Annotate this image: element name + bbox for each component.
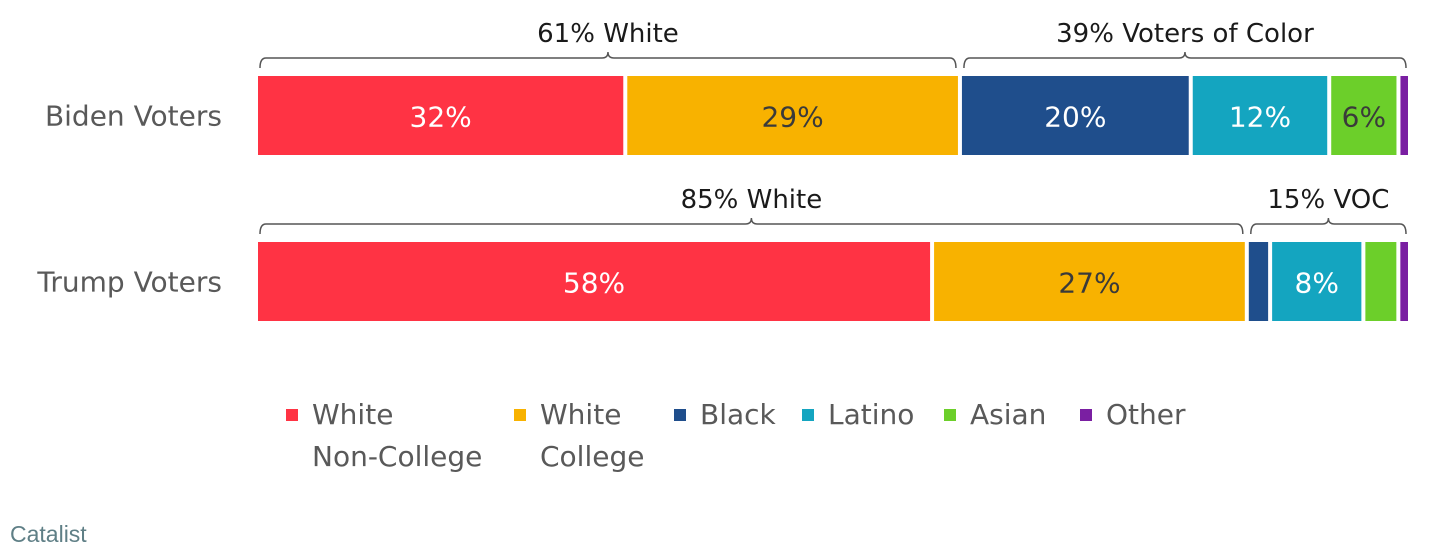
group-bracket: [259, 51, 957, 69]
data-label: 58%: [563, 267, 625, 300]
bar-segment: [1331, 76, 1397, 155]
legend-item: White Non-College: [286, 394, 514, 478]
bar-segment: [961, 76, 1189, 155]
legend-swatch: [514, 409, 526, 421]
legend-swatch: [1080, 409, 1092, 421]
legend-item: Latino: [802, 394, 944, 478]
legend-item: Black: [674, 394, 802, 478]
group-label: 85% White: [681, 185, 823, 215]
group-label: 39% Voters of Color: [1056, 19, 1314, 49]
bar-segment: [1365, 242, 1397, 321]
group-bracket: [1250, 217, 1407, 235]
data-label: 6%: [1342, 101, 1386, 134]
legend-swatch: [674, 409, 686, 421]
group-bracket: [963, 51, 1407, 69]
data-label: 27%: [1058, 267, 1120, 300]
bar-segment: [1400, 242, 1408, 321]
legend-item: Asian: [944, 394, 1080, 478]
bar-segment: [1400, 76, 1408, 155]
legend-label: Black: [700, 398, 776, 431]
row-label: Biden Voters: [45, 100, 222, 133]
legend-label: Latino: [828, 398, 915, 431]
bar-segment: [1248, 242, 1269, 321]
legend-item: White College: [514, 394, 674, 478]
bar-segment: [627, 76, 958, 155]
chart-legend: White Non-College White College Black Latin…: [286, 394, 1190, 478]
legend-swatch: [286, 409, 298, 421]
bar-segment: [1192, 76, 1328, 155]
bar-segment: [934, 242, 1245, 321]
stacked-bar-chart: Biden Voters 32% 29% 20% 12% 6% 61% White 39% V…: [36, 19, 1408, 321]
group-label: 15% VOC: [1267, 185, 1389, 215]
data-label: 12%: [1229, 101, 1291, 134]
bar-segment: [1272, 242, 1362, 321]
row-label: Trump Voters: [36, 266, 222, 299]
data-label: 32%: [410, 101, 472, 134]
bar-segment: [258, 242, 931, 321]
data-label: 20%: [1044, 101, 1106, 134]
legend-swatch: [802, 409, 814, 421]
data-label: 8%: [1295, 267, 1339, 300]
legend-label: Other: [1106, 398, 1186, 431]
legend-swatch: [944, 409, 956, 421]
group-label: 61% White: [537, 19, 679, 49]
legend-label: White Non-College: [312, 398, 483, 473]
bar-segment: [258, 76, 624, 155]
source-credit: Catalist: [10, 521, 87, 547]
data-label: 29%: [761, 101, 823, 134]
group-bracket: [259, 217, 1244, 235]
legend-item: Other: [1080, 394, 1190, 478]
legend-label: White College: [540, 398, 645, 473]
legend-label: Asian: [970, 398, 1047, 431]
